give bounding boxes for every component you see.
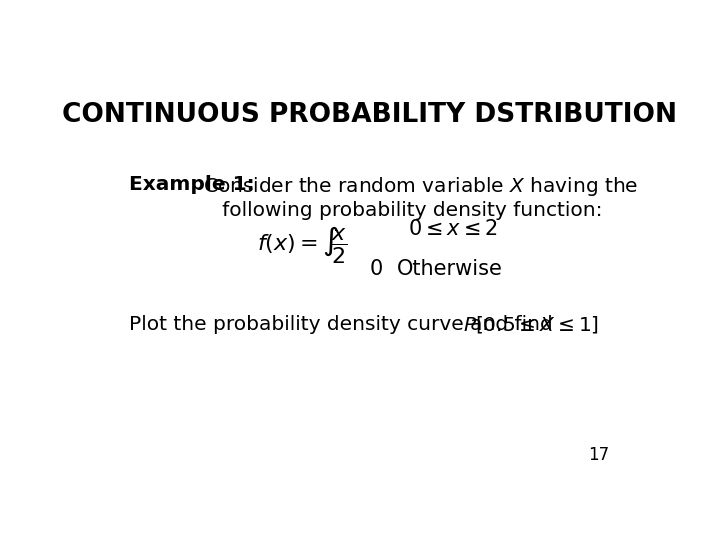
Text: $0 \leq x \leq 2$: $0 \leq x \leq 2$ <box>408 219 498 239</box>
Text: Example 1:: Example 1: <box>129 175 255 194</box>
Text: $0$: $0$ <box>369 259 383 279</box>
Text: Otherwise: Otherwise <box>397 259 503 279</box>
Text: Plot the probability density curve and find: Plot the probability density curve and f… <box>129 315 559 334</box>
Text: 17: 17 <box>588 446 609 464</box>
Text: $P\left[0.5 \leq X \leq 1\right]$: $P\left[0.5 \leq X \leq 1\right]$ <box>463 314 599 335</box>
Text: Consider the random variable $X$ having the
   following probability density fun: Consider the random variable $X$ having … <box>203 175 638 220</box>
Text: CONTINUOUS PROBABILITY DSTRIBUTION: CONTINUOUS PROBABILITY DSTRIBUTION <box>61 102 677 127</box>
Text: $f(x)=\int\!\!\dfrac{x}{2}$: $f(x)=\int\!\!\dfrac{x}{2}$ <box>256 225 348 266</box>
